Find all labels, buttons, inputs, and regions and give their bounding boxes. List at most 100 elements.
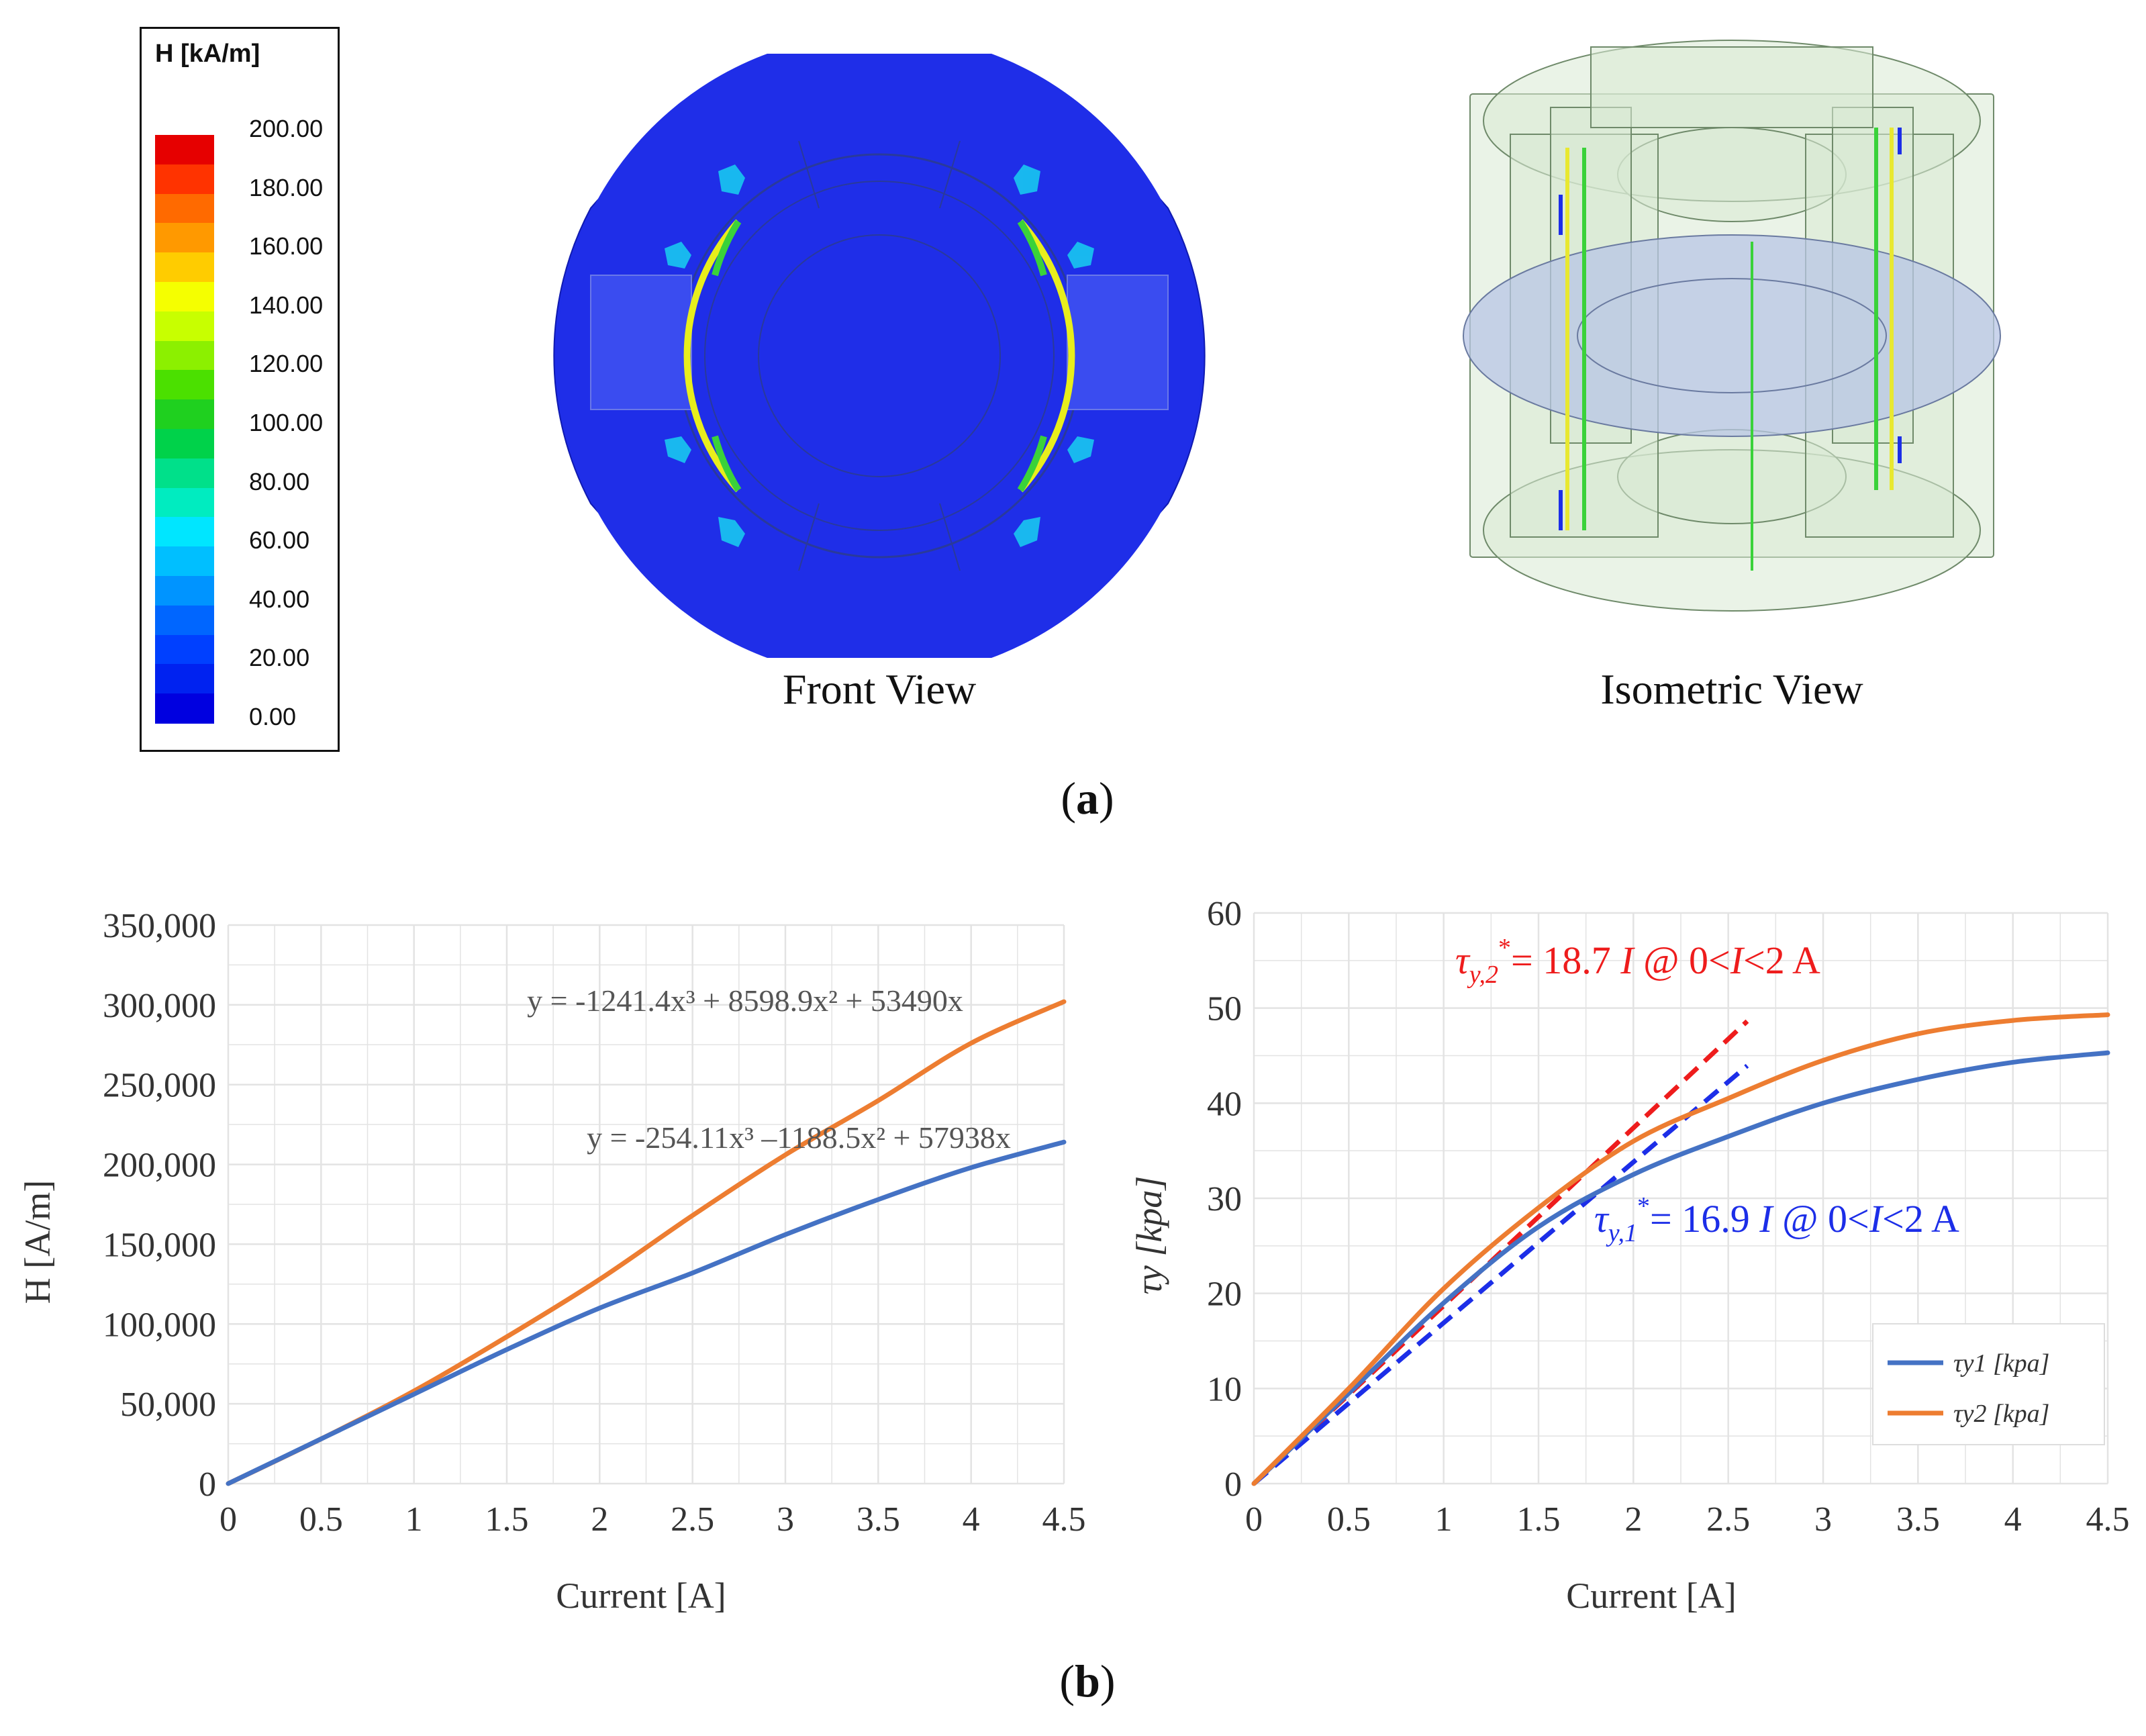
chart-legend: τy1 [kpa] τy2 [kpa] [1872, 1323, 2105, 1445]
colorbar-segment [155, 193, 214, 224]
colorbar-segment [155, 340, 214, 371]
y-tick-label: 200,000 [103, 1147, 216, 1185]
x-tick-label: 3 [1814, 1500, 1832, 1539]
x-tick-label: 0.5 [1327, 1500, 1371, 1539]
x-tick-labels: 0 0.5 1 1.5 2 2.5 3 3.5 4 4.5 [220, 1500, 1086, 1539]
y-tick-label: 20 [1207, 1275, 1242, 1314]
series-lines [1251, 1012, 2110, 1486]
colorbar-segment [155, 311, 214, 342]
colorbar-title: H [kA/m] [155, 40, 260, 68]
colorbar-segment [155, 164, 214, 195]
y-tick-label: 60 [1207, 895, 1242, 933]
colorbar-segment [155, 605, 214, 636]
colorbar-segment [155, 370, 214, 401]
series-lines [226, 999, 1067, 1486]
colorbar-segment [155, 223, 214, 254]
colorbar-segment [155, 282, 214, 312]
y-tick-label: 40 [1207, 1085, 1242, 1123]
y-tick-label: 100,000 [103, 1306, 216, 1344]
colorbar-segment [155, 517, 214, 548]
outer-disk [557, 54, 1202, 658]
colorbar-segment [155, 399, 214, 430]
x-tick-label: 2.5 [1706, 1500, 1750, 1539]
colorbar-label: 180.00 [249, 173, 324, 201]
colorbar-segment [155, 634, 214, 665]
x-tick-label: 2 [591, 1500, 608, 1539]
x-tick-label: 0 [220, 1500, 237, 1539]
fit-line [1252, 1063, 1749, 1486]
panel-label-b: (b) [1059, 1655, 1116, 1706]
x-tick-labels: 0 0.5 1 1.5 2 2.5 3 3.5 4 4.5 [1245, 1500, 2130, 1539]
annotation-tau-y2: τy,2*= 18.7 I @ 0<I<2 A [1455, 934, 1820, 989]
x-tick-label: 1.5 [485, 1500, 529, 1539]
x-axis-label: Current [A] [556, 1576, 726, 1616]
panel-label-a: (a) [1061, 773, 1114, 824]
colorbar-label: 200.00 [249, 115, 324, 142]
gap-arc-left [683, 219, 741, 493]
y-tick-label: 50,000 [120, 1386, 216, 1424]
colorbar-segment [155, 576, 214, 606]
annotation-tau-y1: τy,1*= 16.9 I @ 0<I<2 A [1594, 1192, 1959, 1247]
colorbar-segment [155, 546, 214, 577]
legend-label-tau-y1: τy1 [kpa] [1953, 1349, 2049, 1378]
gap-arc-right [1018, 219, 1075, 493]
x-tick-label: 4 [2004, 1500, 2022, 1539]
y-tick-label: 150,000 [103, 1226, 216, 1264]
x-tick-label: 1.5 [1517, 1500, 1561, 1539]
series-line--y1-kpa- [1251, 1050, 2110, 1486]
colorbar-label: 160.00 [249, 232, 324, 260]
isometric-view-figure [1463, 40, 2001, 612]
x-tick-label: 1 [405, 1500, 423, 1539]
y-tick-label: 10 [1207, 1370, 1242, 1408]
colorbar-segment [155, 458, 214, 489]
grid [227, 924, 1065, 1485]
y-tick-label: 50 [1207, 990, 1242, 1028]
x-tick-label: 2 [1624, 1500, 1642, 1539]
x-tick-label: 4.5 [1042, 1500, 1086, 1539]
colorbar-label: 80.00 [249, 467, 310, 495]
pole-left [590, 275, 692, 410]
isometric-view-caption: Isometric View [1600, 665, 1863, 713]
chart-tau-vs-current: 0 10 20 30 40 50 60 0 0.5 1 1.5 2 2.5 3 3.5 4 4.5 τy,2*… [1129, 895, 2130, 1616]
colorbar-legend: H [kA/m] 200.00 180.00 160.00 140.00 120.00 1… [140, 27, 340, 752]
x-tick-label: 3.5 [1896, 1500, 1940, 1539]
series-line--y2-kpa- [1251, 1012, 2110, 1486]
colorbar-segment [155, 135, 214, 165]
mid-plane [1463, 234, 2001, 437]
chart-h-vs-current: 0 50,000 100,000 150,000 200,000 250,000 300,0… [17, 907, 1086, 1616]
legend-label-tau-y2: τy2 [kpa] [1953, 1400, 2049, 1428]
colorbar [155, 135, 214, 724]
y-tick-label: 30 [1207, 1180, 1242, 1218]
colorbar-label: 120.00 [249, 350, 324, 378]
x-axis-label: Current [A] [1566, 1576, 1736, 1616]
colorbar-segment [155, 664, 214, 695]
x-tick-label: 3.5 [857, 1500, 900, 1539]
colorbar-label: 100.00 [249, 409, 324, 436]
colorbar-segment [155, 693, 214, 724]
colorbar-label: 0.00 [249, 703, 297, 730]
y-axis-label: τy [kpa] [1129, 1176, 1169, 1295]
y-axis-label: H [A/m] [17, 1180, 58, 1304]
y-tick-labels: 0 50,000 100,000 150,000 200,000 250,000 300,0… [103, 907, 216, 1504]
series-line-blue [226, 1139, 1067, 1486]
x-tick-label: 0.5 [299, 1500, 343, 1539]
x-tick-label: 2.5 [671, 1500, 714, 1539]
y-tick-label: 0 [1224, 1465, 1242, 1504]
x-tick-label: 0 [1245, 1500, 1263, 1539]
colorbar-segment [155, 487, 214, 518]
y-tick-label: 300,000 [103, 987, 216, 1025]
pole-right [1067, 275, 1169, 410]
colorbar-label: 60.00 [249, 526, 310, 554]
y-tick-label: 350,000 [103, 907, 216, 945]
x-tick-label: 4.5 [2086, 1500, 2130, 1539]
y-tick-label: 0 [199, 1465, 216, 1504]
colorbar-segment [155, 429, 214, 459]
annotation-blue: y = -254.11x³ –1188.5x² + 57938x [587, 1120, 1011, 1155]
annotation-orange: y = -1241.4x³ + 8598.9x² + 53490x [527, 983, 963, 1018]
colorbar-label: 40.00 [249, 585, 310, 613]
y-tick-labels: 0 10 20 30 40 50 60 [1207, 895, 1242, 1504]
x-tick-label: 3 [777, 1500, 794, 1539]
front-view-figure [553, 54, 1206, 658]
colorbar-label: 140.00 [249, 291, 324, 319]
front-view-caption: Front View [782, 665, 977, 713]
